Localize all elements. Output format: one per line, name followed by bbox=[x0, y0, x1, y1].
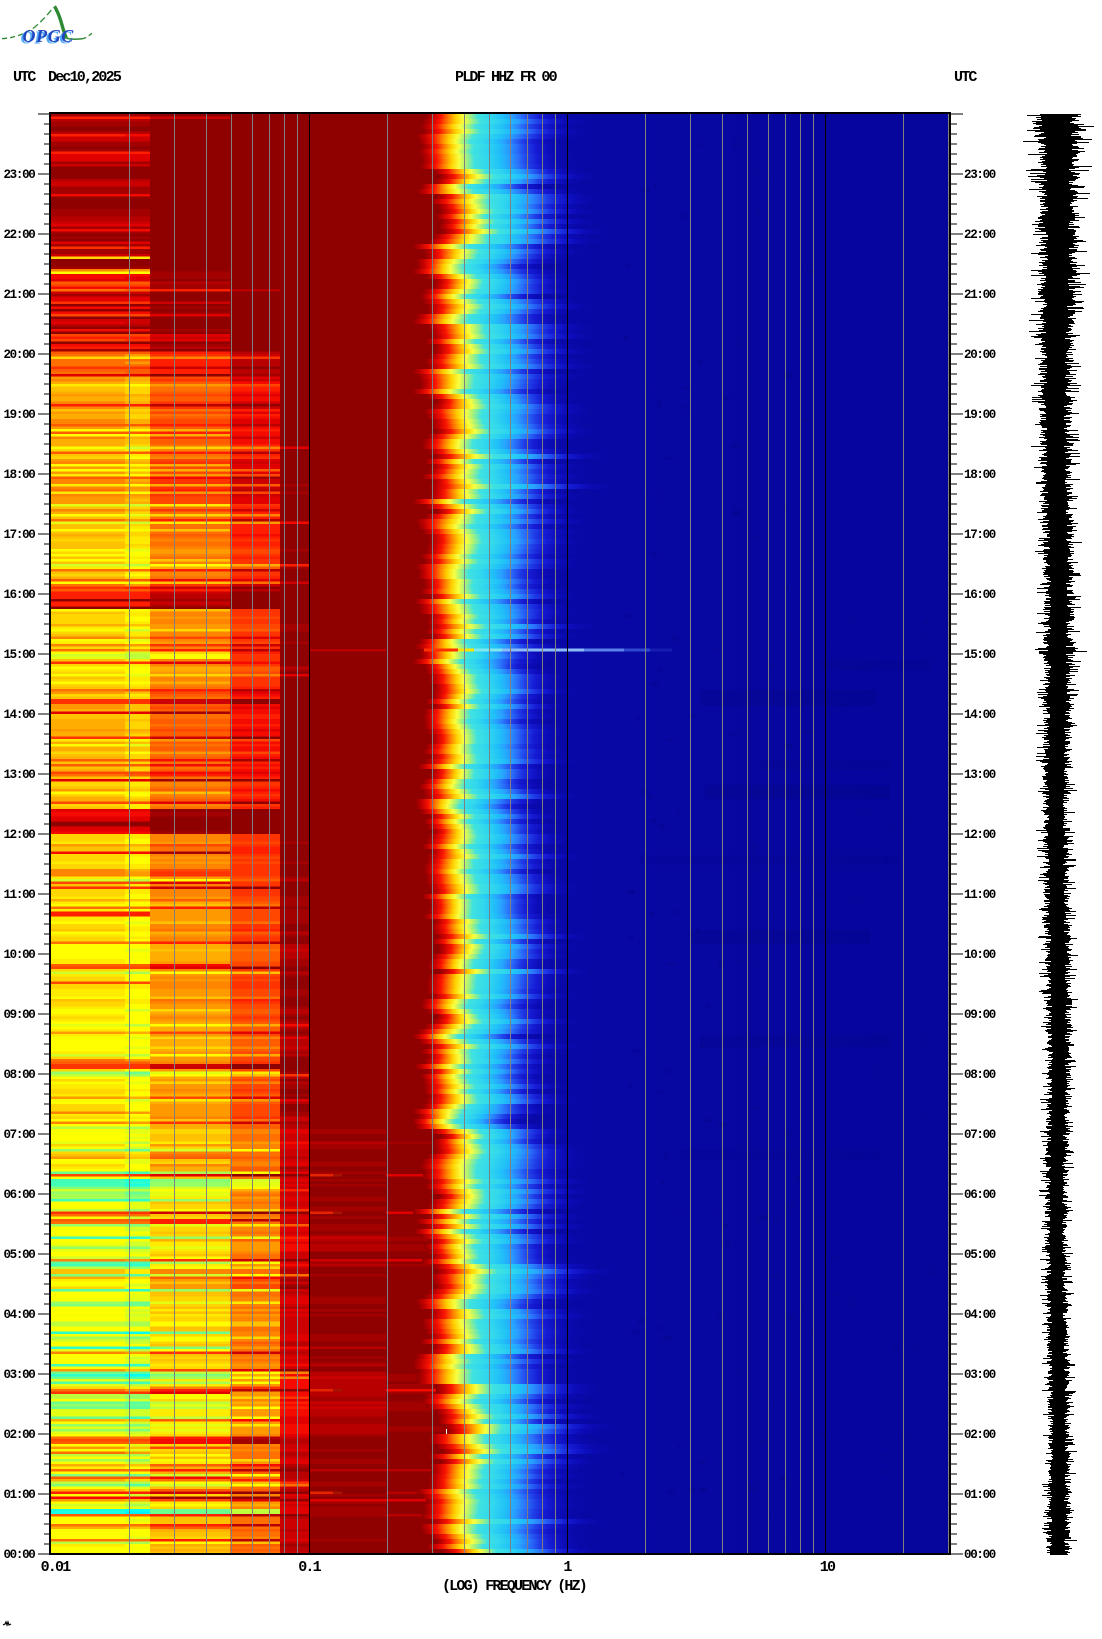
svg-text:16:00: 16:00 bbox=[3, 588, 35, 602]
svg-text:05:00: 05:00 bbox=[964, 1248, 996, 1262]
svg-text:10: 10 bbox=[820, 1559, 836, 1576]
svg-text:18:00: 18:00 bbox=[3, 468, 35, 482]
svg-text:02:00: 02:00 bbox=[3, 1428, 35, 1442]
svg-text:12:00: 12:00 bbox=[3, 828, 35, 842]
svg-text:02:00: 02:00 bbox=[964, 1428, 996, 1442]
svg-text:PLDF HHZ FR 00: PLDF HHZ FR 00 bbox=[455, 69, 558, 86]
svg-text:Dec10,2025: Dec10,2025 bbox=[48, 69, 122, 86]
svg-text:08:00: 08:00 bbox=[3, 1068, 35, 1082]
svg-text:05:00: 05:00 bbox=[3, 1248, 35, 1262]
svg-text:13:00: 13:00 bbox=[3, 768, 35, 782]
svg-text:20:00: 20:00 bbox=[3, 348, 35, 362]
svg-text:01:00: 01:00 bbox=[3, 1488, 35, 1502]
svg-text:16:00: 16:00 bbox=[964, 588, 996, 602]
svg-text:09:00: 09:00 bbox=[964, 1008, 996, 1022]
svg-text:18:00: 18:00 bbox=[964, 468, 996, 482]
svg-text:22:00: 22:00 bbox=[3, 228, 35, 242]
svg-text:0.1: 0.1 bbox=[298, 1559, 321, 1576]
svg-text:19:00: 19:00 bbox=[964, 408, 996, 422]
svg-text:14:00: 14:00 bbox=[3, 708, 35, 722]
svg-text:20:00: 20:00 bbox=[964, 348, 996, 362]
svg-text:04:00: 04:00 bbox=[3, 1308, 35, 1322]
svg-text:OPGC: OPGC bbox=[23, 26, 75, 46]
svg-text:22:00: 22:00 bbox=[964, 228, 996, 242]
svg-text:OPGC: OPGC bbox=[21, 28, 73, 48]
svg-text:10:00: 10:00 bbox=[3, 948, 35, 962]
svg-text:06:00: 06:00 bbox=[964, 1188, 996, 1202]
svg-text:UTC: UTC bbox=[13, 69, 36, 86]
svg-text:06:00: 06:00 bbox=[3, 1188, 35, 1202]
svg-text:UTC: UTC bbox=[954, 69, 977, 86]
svg-text:12:00: 12:00 bbox=[964, 828, 996, 842]
svg-text:10:00: 10:00 bbox=[964, 948, 996, 962]
svg-text:15:00: 15:00 bbox=[3, 648, 35, 662]
svg-text:00:00: 00:00 bbox=[3, 1548, 35, 1562]
svg-text:07:00: 07:00 bbox=[964, 1128, 996, 1142]
svg-text:09:00: 09:00 bbox=[3, 1008, 35, 1022]
svg-text:11:00: 11:00 bbox=[3, 888, 35, 902]
svg-text:14:00: 14:00 bbox=[964, 708, 996, 722]
svg-text:03:00: 03:00 bbox=[3, 1368, 35, 1382]
svg-text:01:00: 01:00 bbox=[964, 1488, 996, 1502]
svg-text:11:00: 11:00 bbox=[964, 888, 996, 902]
svg-text:13:00: 13:00 bbox=[964, 768, 996, 782]
svg-text:(LOG) FREQUENCY (HZ): (LOG) FREQUENCY (HZ) bbox=[442, 1578, 586, 1595]
svg-text:23:00: 23:00 bbox=[964, 168, 996, 182]
svg-text:15:00: 15:00 bbox=[964, 648, 996, 662]
svg-text:19:00: 19:00 bbox=[3, 408, 35, 422]
svg-text:08:00: 08:00 bbox=[964, 1068, 996, 1082]
svg-text:17:00: 17:00 bbox=[3, 528, 35, 542]
svg-text:17:00: 17:00 bbox=[964, 528, 996, 542]
svg-text:0.01: 0.01 bbox=[41, 1559, 72, 1576]
svg-text:03:00: 03:00 bbox=[964, 1368, 996, 1382]
svg-text:00:00: 00:00 bbox=[964, 1548, 996, 1562]
svg-text:1: 1 bbox=[563, 1559, 572, 1576]
svg-text:21:00: 21:00 bbox=[3, 288, 35, 302]
svg-text:23:00: 23:00 bbox=[3, 168, 35, 182]
svg-text:21:00: 21:00 bbox=[964, 288, 996, 302]
svg-text:07:00: 07:00 bbox=[3, 1128, 35, 1142]
svg-text:04:00: 04:00 bbox=[964, 1308, 996, 1322]
